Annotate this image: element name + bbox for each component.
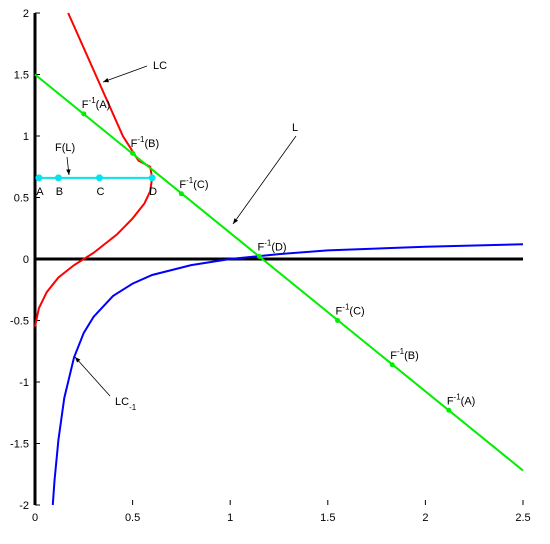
y-tick-label: 0 <box>23 254 29 266</box>
point-label: B <box>56 186 63 198</box>
label-sup: -1 <box>89 96 97 105</box>
label-rest: (C) <box>349 306 364 318</box>
label-base: F <box>82 99 89 111</box>
curve <box>51 243 524 506</box>
y-tick-label: 2 <box>23 8 29 20</box>
annotation: LC <box>153 60 167 72</box>
label-sup: -1 <box>342 303 350 312</box>
label-rest: (C) <box>193 179 208 191</box>
label-sub: -1 <box>129 403 137 412</box>
curve <box>34 73 524 472</box>
label-rest: (B) <box>404 350 419 362</box>
label-sup: -1 <box>186 176 194 185</box>
label-sup: -1 <box>454 392 462 401</box>
label-rest: (A) <box>461 395 476 407</box>
label-base: F <box>131 138 138 150</box>
point-label: F-1(C) <box>336 303 365 318</box>
x-tick-label: 0 <box>32 512 38 524</box>
y-tick-label: -2 <box>19 500 29 512</box>
point-label: F-1(A) <box>447 392 476 407</box>
point-label: F-1(D) <box>257 239 286 254</box>
annotation: F(L) <box>55 142 75 154</box>
arrow <box>102 65 148 83</box>
point <box>256 254 262 260</box>
label-base: LC <box>153 60 167 72</box>
label-base: LC <box>115 396 129 408</box>
point <box>35 174 43 182</box>
arrow <box>74 356 111 397</box>
curve <box>34 12 154 327</box>
y-tick-label: -0.5 <box>10 316 29 328</box>
point <box>130 150 136 156</box>
label-sup: -1 <box>264 239 272 248</box>
label-base: F(L) <box>55 142 75 154</box>
x-tick-label: 2.5 <box>515 512 530 524</box>
x-tick-label: 1.5 <box>320 512 335 524</box>
x-tick-label: 2 <box>422 512 428 524</box>
point <box>95 174 103 182</box>
label-base: A <box>36 186 44 198</box>
x-tick-label: 1 <box>227 512 233 524</box>
point-label: F-1(B) <box>390 347 419 362</box>
label-base: D <box>149 186 157 198</box>
label-base: F <box>447 395 454 407</box>
y-tick-label: 1 <box>23 131 29 143</box>
point-label: D <box>149 186 157 198</box>
label-rest: (B) <box>144 138 159 150</box>
annotation: L <box>292 122 298 134</box>
label-base: F <box>257 242 264 254</box>
y-tick-label: -1.5 <box>10 439 29 451</box>
point-label: F-1(A) <box>82 96 111 111</box>
label-base: F <box>390 350 397 362</box>
label-sup: -1 <box>137 135 145 144</box>
point <box>389 362 395 368</box>
x-tick-label: 0.5 <box>125 512 140 524</box>
arrow <box>232 135 297 225</box>
point <box>335 318 341 323</box>
y-tick-label: 0.5 <box>14 193 29 205</box>
point <box>178 191 184 197</box>
point <box>446 407 452 413</box>
label-sup: -1 <box>397 347 405 356</box>
y-tick-label: -1 <box>19 377 29 389</box>
point <box>54 174 62 182</box>
y-tick-label: 1.5 <box>14 70 29 82</box>
point-label: F-1(B) <box>131 135 160 150</box>
label-rest: (A) <box>96 99 111 111</box>
arrow <box>66 156 71 176</box>
point-label: C <box>96 186 104 198</box>
point-label: F-1(C) <box>179 176 208 191</box>
label-base: B <box>56 186 63 198</box>
point-label: A <box>36 186 44 198</box>
label-rest: (D) <box>271 242 286 254</box>
label-base: F <box>179 179 186 191</box>
annotation: LC-1 <box>115 396 137 412</box>
point <box>81 111 87 117</box>
label-base: C <box>96 186 104 198</box>
label-base: L <box>292 122 298 134</box>
label-base: F <box>336 306 343 318</box>
point <box>148 174 156 182</box>
